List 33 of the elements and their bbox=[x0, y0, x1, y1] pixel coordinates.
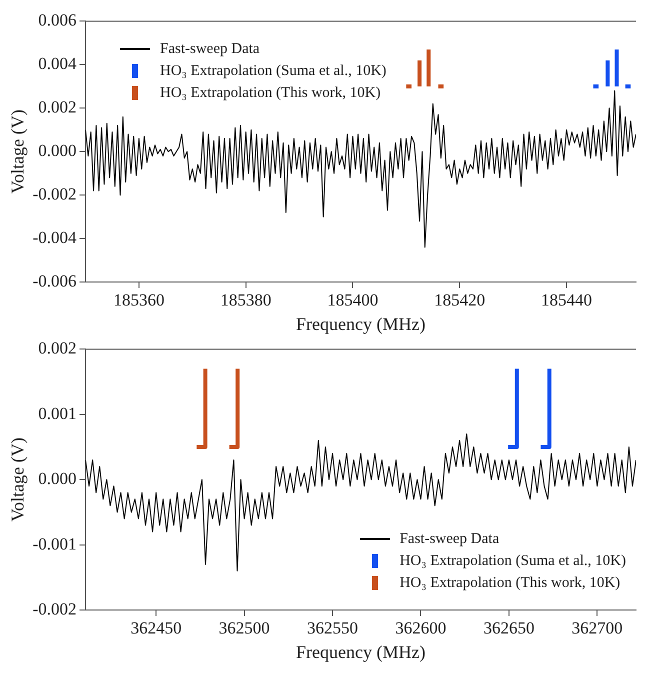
x-tick-label: 362650 bbox=[483, 618, 534, 638]
y-axis-title: Voltage (V) bbox=[8, 438, 28, 522]
y-tick-label: -0.001 bbox=[32, 534, 77, 554]
x-tick-label: 185440 bbox=[541, 290, 592, 310]
y-tick-label: -0.002 bbox=[32, 184, 77, 204]
x-tick-label: 185400 bbox=[327, 290, 378, 310]
legend-label: HO₃ Extrapolation (This work, 10K) bbox=[160, 84, 381, 103]
legend-label: HO₃ Extrapolation (Suma et al., 10K) bbox=[400, 552, 626, 571]
x-tick-label: 362550 bbox=[307, 618, 358, 638]
y-tick-label: 0.006 bbox=[38, 10, 77, 30]
y-tick-label: 0.000 bbox=[38, 469, 77, 488]
y-tick-label: 0.002 bbox=[38, 98, 77, 117]
x-tick-label: 185360 bbox=[113, 290, 164, 310]
y-axis-title: Voltage (V) bbox=[8, 110, 28, 194]
x-tick-label: 185380 bbox=[220, 290, 272, 310]
x-tick-label: 362500 bbox=[218, 618, 270, 638]
y-tick-label: -0.002 bbox=[32, 599, 77, 618]
y-tick-label: -0.006 bbox=[32, 271, 77, 290]
legend-label: Fast-sweep Data bbox=[400, 530, 500, 549]
legend-label: Fast-sweep Data bbox=[160, 40, 260, 59]
y-tick-label: 0.002 bbox=[38, 338, 77, 358]
y-tick-label: 0.004 bbox=[38, 54, 78, 74]
y-tick-label: -0.004 bbox=[32, 228, 77, 247]
x-tick-label: 362600 bbox=[395, 618, 446, 638]
x-axis-title: Frequency (MHz) bbox=[296, 642, 426, 662]
x-tick-label: 362450 bbox=[130, 618, 182, 638]
legend-label: HO₃ Extrapolation (Suma et al., 10K) bbox=[160, 62, 386, 81]
x-axis-title: Frequency (MHz) bbox=[296, 314, 426, 334]
y-tick-label: 0.000 bbox=[38, 141, 77, 160]
y-tick-label: 0.001 bbox=[38, 404, 77, 423]
x-tick-label: 362700 bbox=[572, 618, 623, 638]
x-tick-label: 185420 bbox=[434, 290, 486, 310]
legend-label: HO₃ Extrapolation (This work, 10K) bbox=[400, 574, 620, 593]
